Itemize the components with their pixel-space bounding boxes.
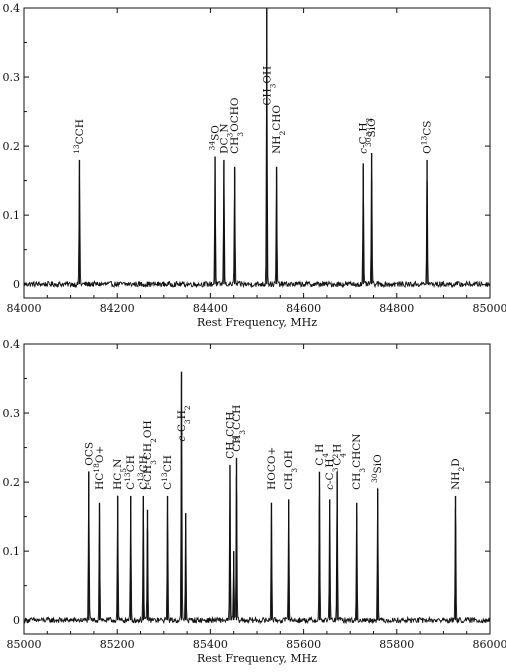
spectral-line-label: HC5N <box>112 459 128 490</box>
spectral-line-label: c-C3H2 <box>176 405 192 441</box>
x-axis-label: Rest Frequency, MHz <box>197 652 317 665</box>
spectrum-trace <box>23 11 491 289</box>
spectral-line-label: NH2D <box>450 458 466 490</box>
y-tick-label: 0 <box>13 278 20 291</box>
spectral-line-label: C4H <box>314 444 330 466</box>
x-tick-label: 84000 <box>7 302 42 315</box>
spectral-line-label: CH3OCHO <box>229 97 245 154</box>
spectral-line-label: t-CH3CH2OH <box>142 420 158 490</box>
y-tick-label: 0.3 <box>3 407 21 420</box>
spectral-line-label: C4H <box>332 444 348 466</box>
x-tick-label: 84400 <box>193 302 228 315</box>
y-tick-label: 0.3 <box>3 71 21 84</box>
y-tick-label: 0.4 <box>3 2 21 15</box>
spectral-line-label: CH3CCH <box>224 412 240 459</box>
spectral-line-label: 30SiO <box>370 454 385 483</box>
spectral-line-label: C13CH <box>135 455 150 490</box>
spectral-line-label: C13CH <box>160 455 175 490</box>
spectral-line-label: NH2CHO <box>271 105 287 154</box>
y-tick-label: 0.2 <box>3 140 21 153</box>
spectrum-panel-bottom: 0 0.1 0.2 0.3 0.4 85000 85200 85400 85600 85800 86… <box>3 338 506 665</box>
x-axis-label: Rest Frequency, MHz <box>197 316 317 329</box>
spectral-line-label: 30SiO <box>364 118 379 147</box>
x-tick-label: 85200 <box>100 638 135 651</box>
spectral-line-label: C13CH <box>123 455 138 490</box>
y-tick-label: 0.4 <box>3 338 21 351</box>
spectrum-panel-top: 0 0.1 0.2 0.3 0.4 84000 84200 84400 84600 84800 85… <box>3 2 506 329</box>
x-tick-label: 86000 <box>473 638 506 651</box>
spectral-line-label: CH3OH <box>261 66 277 106</box>
x-tick-label: 85000 <box>473 302 506 315</box>
spectral-line-label: DC3N <box>218 123 234 153</box>
x-tick-label: 85800 <box>379 638 414 651</box>
spectral-line-label: HOCO+ <box>266 447 278 490</box>
x-tick-label: 84800 <box>379 302 414 315</box>
x-tick-label: 84600 <box>286 302 321 315</box>
x-tick-label: 85000 <box>7 638 42 651</box>
spectrum-trace <box>23 377 491 625</box>
spectral-line-label: CH3CCH <box>231 405 247 452</box>
spectral-line-label: HC18O+ <box>91 446 106 490</box>
spectral-line-label: c-C3H2 <box>324 453 340 489</box>
spectral-line-label: OCS <box>83 442 95 466</box>
y-tick-label: 0.2 <box>3 476 21 489</box>
x-tick-label: 85600 <box>286 638 321 651</box>
spectral-line-label: 13CCH <box>71 119 86 154</box>
y-tick-label: 0.1 <box>3 545 21 558</box>
spectral-line-label: CH3CHCN <box>351 433 367 489</box>
y-tick-label: 0.1 <box>3 209 21 222</box>
spectral-line-label: O13CS <box>419 121 434 154</box>
x-tick-label: 84200 <box>100 302 135 315</box>
y-tick-label: 0 <box>13 614 20 627</box>
x-tick-label: 85400 <box>193 638 228 651</box>
spectral-line-label: c-C3H2 <box>358 117 374 153</box>
spectral-line-label: CH3OH <box>283 450 299 490</box>
plot-frame <box>23 7 491 299</box>
spectral-line-label: 34SO <box>207 125 222 151</box>
